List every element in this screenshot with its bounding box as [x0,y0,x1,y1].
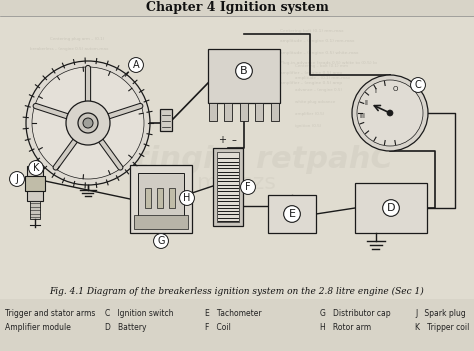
Text: white plug advance: white plug advance [295,100,335,104]
Bar [27,166,43,201]
Text: amplitude – (0.1) mm-max: amplitude – (0.1) mm-max [295,76,350,80]
Text: Plug-in-advance (reads 0.5) white to (0.5) lo: Plug-in-advance (reads 0.5) white to (0.… [280,61,377,65]
Text: Trigger and stator arms: Trigger and stator arms [5,309,95,318]
Bar [157,188,163,208]
Text: F: F [245,182,251,192]
Text: C: C [415,80,421,90]
Text: noitingi 4 retpahC: noitingi 4 retpahC [81,145,393,173]
Text: O: O [392,86,398,92]
Bar [268,195,316,233]
Bar [0,0,474,16]
Text: J   Spark plug: J Spark plug [415,309,466,318]
Text: +: + [218,135,226,145]
Circle shape [387,110,393,116]
Bar [169,188,175,208]
Text: C   Ignition switch: C Ignition switch [105,309,173,318]
Bar [138,173,184,225]
Bar [25,176,45,191]
Text: II: II [364,100,368,106]
Bar [217,152,239,222]
Text: amplifier – (engine 0.5) amp: amplifier – (engine 0.5) amp [280,71,342,75]
Text: F   Coil: F Coil [205,323,231,331]
Text: III: III [359,113,365,119]
Text: K: K [33,163,39,173]
Text: Amplifier module: Amplifier module [5,323,71,331]
Bar [240,103,248,121]
Circle shape [78,113,98,133]
Bar [255,103,264,121]
Text: G: G [157,236,165,246]
Text: I: I [374,88,376,94]
Circle shape [26,61,150,185]
Circle shape [32,67,144,179]
Text: amplitude – (engine 0.1) mm-max: amplitude – (engine 0.1) mm-max [280,39,355,43]
Bar [209,103,217,121]
Text: amplitude – (engine 0.5) white-max: amplitude – (engine 0.5) white-max [280,51,358,55]
Circle shape [352,75,428,151]
Bar [160,109,172,131]
Text: B: B [240,66,248,76]
Text: D: D [387,203,395,213]
Text: K   Tripper coil: K Tripper coil [415,323,469,331]
Text: Centering – bolt (0.1) mm: Centering – bolt (0.1) mm [295,64,348,68]
Bar [145,188,151,208]
Text: E   Tachometer: E Tachometer [205,309,262,318]
Text: ignition (0.5): ignition (0.5) [295,124,321,128]
Text: breakerless – (engine 0.5) autom-max: breakerless – (engine 0.5) autom-max [30,47,109,51]
Bar [130,165,192,233]
Text: Centering plug arm – (0.1): Centering plug arm – (0.1) [50,37,104,41]
Text: J: J [16,174,18,184]
Circle shape [66,101,110,145]
Bar [225,103,233,121]
Text: A: A [122,60,139,77]
Text: D   Battery: D Battery [105,323,146,331]
Text: H   Rotor arm: H Rotor arm [320,323,371,331]
Circle shape [83,118,93,128]
Bar [213,148,243,226]
Text: Fig. 4.1 Diagram of the breakerless ignition system on the 2.8 litre engine (Sec: Fig. 4.1 Diagram of the breakerless igni… [50,286,424,296]
Bar [208,49,280,103]
Bar [271,103,279,121]
Text: amplifier (0.5): amplifier (0.5) [295,112,324,116]
Text: H: H [183,193,191,203]
Text: –: – [232,135,237,145]
Text: E: E [289,209,295,219]
Text: metszs: metszs [198,173,276,193]
Text: G   Distributor cap: G Distributor cap [320,309,391,318]
Bar [355,183,427,233]
Circle shape [357,80,423,146]
Bar [0,299,474,351]
Text: Chapter 4 Ignition system: Chapter 4 Ignition system [146,1,328,14]
Text: Centering bolt (0.1) mm-max: Centering bolt (0.1) mm-max [280,29,344,33]
Text: advance – (engine 0.5): advance – (engine 0.5) [295,88,342,92]
Bar [134,215,188,229]
Bar [30,201,40,219]
Text: amplifier – (engine 0.5) amp: amplifier – (engine 0.5) amp [280,81,342,85]
